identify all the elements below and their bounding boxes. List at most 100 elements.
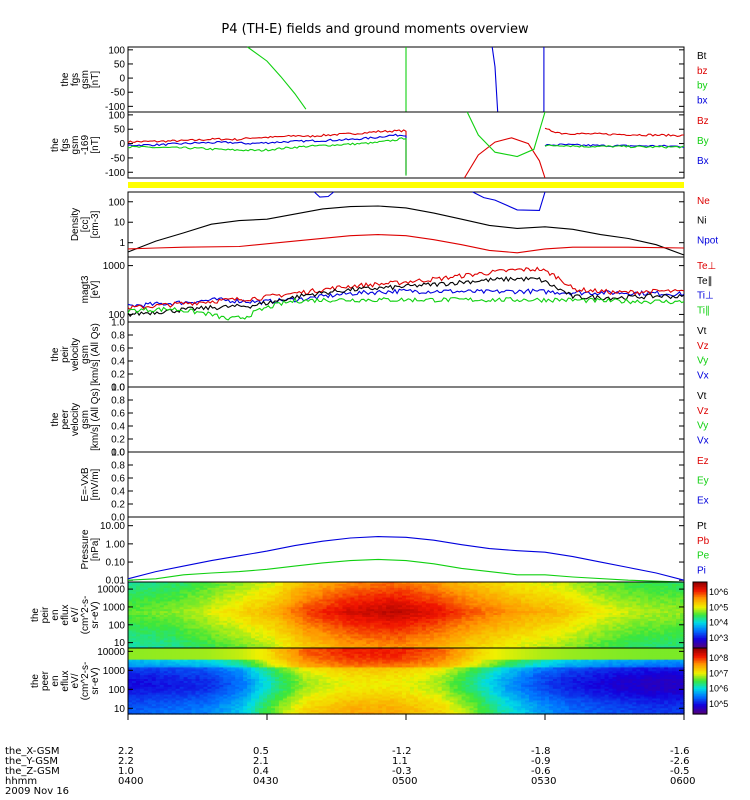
heatmap-cell — [227, 646, 232, 649]
heatmap-cell — [223, 636, 228, 639]
heatmap-cell — [159, 583, 165, 587]
heatmap-cell — [294, 601, 300, 604]
heatmap-cell — [231, 595, 236, 599]
heatmap-cell — [139, 593, 145, 597]
series-line — [127, 133, 407, 176]
heatmap-cell — [219, 640, 224, 643]
heatmap-cell — [143, 632, 149, 636]
heatmap-cell — [191, 585, 197, 589]
heatmap-cell — [211, 609, 216, 612]
heatmap-cell — [151, 646, 157, 649]
heatmap-cell — [195, 628, 201, 632]
heatmap-cell — [187, 642, 193, 645]
heatmap-cell — [167, 624, 173, 628]
y-axis-label-line: fgs — [70, 73, 81, 86]
heatmap-cell — [195, 611, 201, 614]
heatmap-cell — [223, 615, 228, 618]
heatmap-cell — [235, 595, 240, 599]
heatmap-cell — [179, 630, 185, 634]
heatmap-cell — [135, 599, 141, 603]
legend-entry: Te∥ — [697, 276, 713, 287]
heatmap-cell — [155, 609, 161, 612]
heatmap-cell — [247, 609, 252, 612]
heatmap-cell — [219, 607, 224, 610]
heatmap-cell — [151, 615, 157, 618]
heatmap-cell — [143, 613, 149, 616]
heatmap-cell — [294, 611, 300, 614]
heatmap-cell — [191, 601, 197, 604]
heatmap-cell — [239, 618, 244, 622]
heatmap-cell — [211, 640, 216, 643]
heatmap-cell — [239, 636, 244, 639]
heatmap-cell — [167, 640, 173, 643]
heatmap-cell — [159, 620, 165, 624]
heatmap-cell — [227, 609, 232, 612]
heatmap-cell — [147, 636, 153, 639]
heatmap-cell — [286, 646, 292, 649]
heatmap-cell — [167, 611, 173, 614]
legend-entry: Ex — [697, 495, 709, 506]
panel-frame — [127, 386, 685, 453]
heatmap-cell — [270, 611, 276, 614]
heatmap-cell — [155, 589, 161, 593]
heatmap-cell — [175, 582, 181, 585]
legend-entry: Vz — [697, 406, 709, 417]
heatmap-cell — [183, 613, 189, 616]
heatmap-cell — [231, 640, 236, 643]
heatmap-cell — [259, 607, 264, 610]
heatmap-cell — [143, 628, 149, 632]
heatmap-cell — [231, 611, 236, 614]
heatmap-cell — [135, 582, 141, 585]
heatmap-cell — [255, 599, 260, 603]
heatmap-cell — [274, 644, 280, 647]
heatmap-cell — [191, 618, 197, 622]
heatmap-cell — [211, 632, 216, 636]
heatmap-cell — [187, 628, 193, 632]
heatmap-cell — [155, 601, 161, 604]
y-axis-label: Density[cc][cm-3] — [70, 208, 101, 241]
heatmap-cell — [131, 587, 137, 591]
heatmap-cell — [163, 634, 169, 637]
heatmap-cell — [211, 595, 216, 599]
heatmap-cell — [219, 611, 224, 614]
heatmap-cell — [267, 624, 272, 628]
heatmap-cell — [203, 640, 209, 643]
heatmap-cell — [243, 595, 248, 599]
heatmap-cell — [298, 597, 304, 601]
heatmap-cell — [278, 589, 284, 593]
heatmap-cell — [199, 593, 205, 597]
heatmap-cell — [191, 583, 197, 587]
heatmap-cell — [243, 644, 248, 647]
heatmap-cell — [207, 603, 212, 606]
heatmap-cell — [147, 618, 153, 622]
heatmap-cell — [247, 593, 252, 597]
heatmap-cell — [267, 615, 272, 618]
heatmap-cell — [175, 642, 181, 645]
heatmap-cell — [298, 603, 304, 606]
heatmap-cell — [255, 607, 260, 610]
heatmap-cell — [270, 601, 276, 604]
heatmap-cell — [239, 620, 244, 624]
y-axis-label: magt3[eV] — [80, 275, 101, 303]
heatmap-cell — [159, 640, 165, 643]
heatmap-cell — [298, 593, 304, 597]
heatmap-cell — [128, 620, 133, 624]
heatmap-cell — [155, 587, 161, 591]
heatmap-cell — [159, 585, 165, 589]
heatmap-cell — [270, 593, 276, 597]
heatmap-cell — [159, 611, 165, 614]
heatmap-cell — [143, 616, 149, 620]
heatmap-cell — [187, 626, 193, 630]
heatmap-cell — [263, 607, 268, 610]
heatmap-cell — [203, 628, 209, 632]
heatmap-cell — [286, 585, 292, 589]
heatmap-cell — [191, 640, 197, 643]
heatmap-cell — [147, 632, 153, 636]
heatmap-cell — [179, 605, 185, 608]
legend-entry: Te⊥ — [697, 261, 716, 272]
heatmap-cell — [155, 638, 161, 641]
heatmap-cell — [147, 615, 153, 618]
heatmap-cell — [135, 591, 141, 595]
heatmap-cell — [239, 622, 244, 626]
heatmap-cell — [259, 642, 264, 645]
